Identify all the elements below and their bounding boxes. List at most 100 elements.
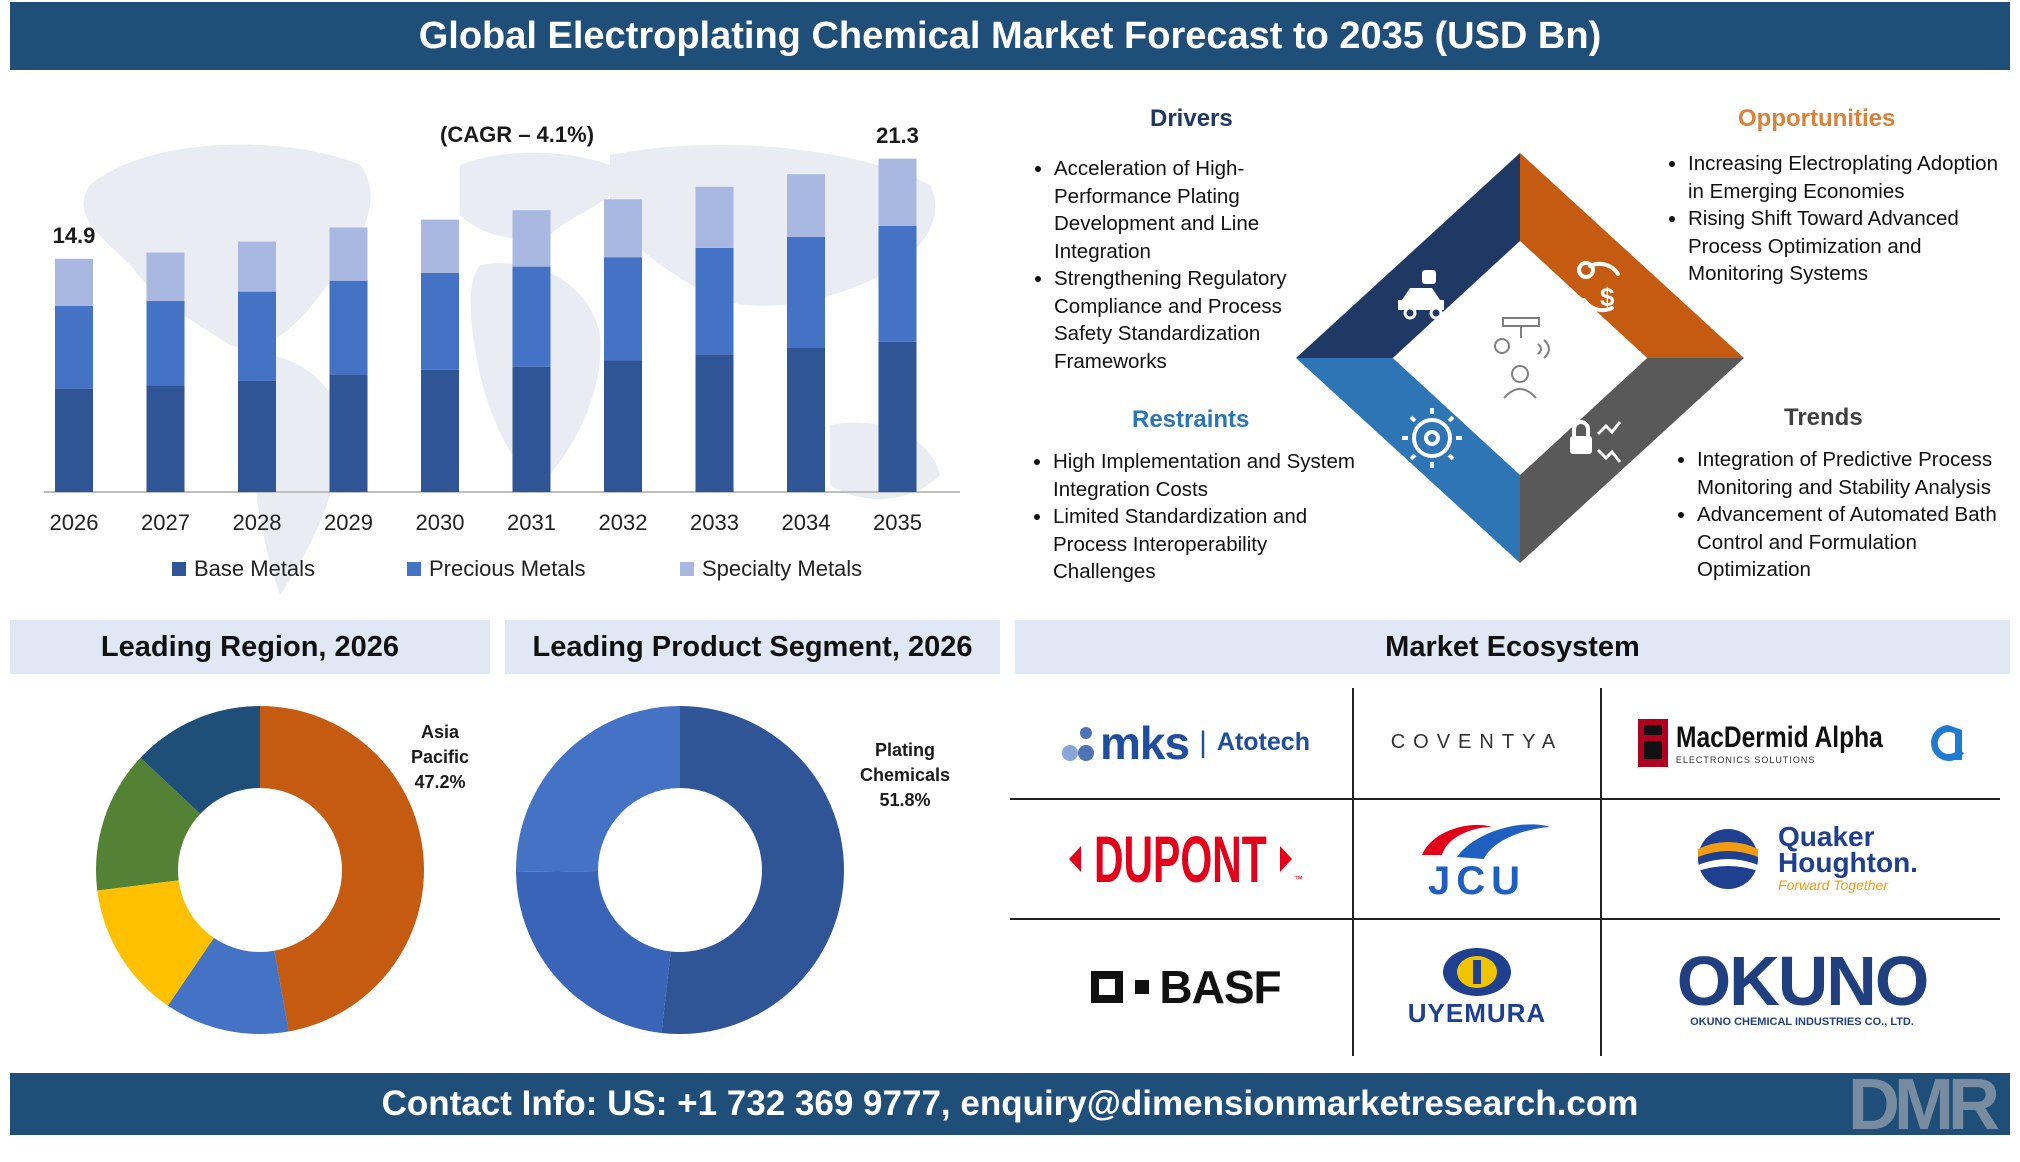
donut-slice-2: [516, 706, 680, 873]
macdermid-sub: ELECTRONICS SOLUTIONS: [1675, 754, 1816, 765]
basf-text: BASF: [1159, 961, 1281, 1013]
dupont-text: DUPONT: [1094, 822, 1267, 896]
logo-basf: BASF: [1020, 922, 1350, 1052]
legend-swatch: [680, 562, 694, 576]
okuno-sub: OKUNO CHEMICAL INDUSTRIES CO., LTD.: [1690, 1016, 1914, 1028]
list-item: High Implementation and System Integrati…: [1053, 448, 1363, 503]
macdermid-text: MacDermid Alpha: [1675, 720, 1883, 754]
bar-segment-base-metals-2026: [55, 388, 93, 492]
logo-mks-atotech: mks | Atotech: [1020, 690, 1350, 795]
donut-slice-4: [140, 706, 260, 814]
cagr-annotation: (CAGR – 4.1%): [440, 122, 595, 147]
x-tick-label: 2032: [598, 510, 648, 535]
legend-swatch: [172, 562, 186, 576]
dmr-watermark-logo: DMR: [1848, 1065, 2000, 1145]
callout-value: 51.8%: [879, 790, 931, 810]
x-tick-label: 2035: [873, 510, 922, 535]
list-item: Limited Standardization and Process Inte…: [1053, 503, 1363, 586]
x-tick-label: 2029: [324, 510, 373, 535]
dupont-tm: ™: [1293, 874, 1303, 884]
bar-segment-precious-metals-2033: [695, 247, 734, 355]
uyemura-text: UYEMURA: [1407, 997, 1547, 1028]
quaker-wave-icon: [1698, 829, 1759, 889]
region-donut-chart: [96, 706, 424, 1034]
region-callout: Asia Pacific 47.2%: [400, 720, 480, 795]
engineer-icon: [1494, 317, 1550, 399]
x-tick-label: 2026: [49, 510, 99, 535]
bar-segment-base-metals-2030: [421, 369, 459, 492]
bar-segment-specialty-metals-2029: [329, 227, 368, 281]
x-tick-label: 2033: [690, 510, 739, 535]
drivers-list: Acceleration of High-Performance Plating…: [1024, 155, 1344, 375]
bar-segment-precious-metals-2027: [146, 301, 185, 386]
basf-squares-icon: [1091, 971, 1150, 1003]
bar-segment-specialty-metals-2035: [878, 158, 917, 226]
legend-base-metals: Base Metals: [172, 556, 315, 582]
legend-specialty-metals: Specialty Metals: [680, 556, 862, 582]
alpha-swoosh-icon: [1931, 724, 1965, 761]
grid-divider: [1352, 688, 1354, 1056]
donut-slice-0: [661, 706, 845, 1034]
dupont-left-bracket: [1069, 846, 1082, 872]
legend-label: Specialty Metals: [702, 556, 863, 581]
bar-segment-base-metals-2032: [604, 360, 642, 492]
legend-swatch: [407, 562, 421, 576]
list-item: Strengthening Regulatory Compliance and …: [1054, 265, 1344, 375]
bar-segment-specialty-metals-2031: [512, 210, 551, 267]
list-item: Acceleration of High-Performance Plating…: [1054, 155, 1344, 265]
x-tick-label: 2031: [507, 510, 556, 535]
jcu-text: JCU: [1427, 858, 1527, 903]
okuno-text: OKUNO: [1676, 942, 1930, 1020]
bar-segment-precious-metals-2032: [604, 257, 642, 361]
legend-label: Base Metals: [194, 556, 316, 581]
bar-segment-specialty-metals-2032: [604, 199, 642, 258]
bar-segment-specialty-metals-2033: [695, 186, 734, 248]
lock-trend-icon: [1570, 420, 1622, 463]
bar-segment-base-metals-2027: [146, 385, 185, 492]
list-item: Increasing Electroplating Adoption in Em…: [1688, 150, 2008, 205]
stacked-bar-chart: [44, 158, 960, 493]
drivers-restraints-diamond: $: [1296, 153, 1744, 563]
uyemura-emblem-icon: [1443, 947, 1511, 996]
quaker-line1: Quaker: [1778, 821, 1875, 852]
dollar-exchange-icon: $: [1577, 261, 1620, 313]
bar-segment-base-metals-2035: [878, 341, 917, 492]
list-item: Rising Shift Toward Advanced Process Opt…: [1688, 205, 2008, 288]
bar-segment-precious-metals-2028: [238, 291, 276, 381]
bar-segment-precious-metals-2031: [512, 266, 551, 367]
bar-segment-base-metals-2029: [329, 374, 368, 492]
car-icon: [1398, 270, 1444, 320]
logo-dupont: DUPONT ™: [1020, 802, 1350, 916]
segment-donut-chart: [516, 706, 845, 1034]
bar-segment-precious-metals-2034: [787, 236, 825, 348]
callout-value: 47.2%: [414, 772, 466, 792]
grid-divider: [1600, 688, 1602, 1056]
bar-segment-base-metals-2033: [695, 354, 734, 492]
logo-macdermid-alpha: MacDermid Alpha ELECTRONICS SOLUTIONS: [1604, 690, 2000, 795]
x-tick-label: 2030: [415, 510, 465, 535]
quaker-line2: Houghton.: [1778, 847, 1918, 878]
legend-precious-metals: Precious Metals: [407, 556, 586, 582]
donut-slice-2: [97, 880, 214, 1006]
bar-segment-specialty-metals-2028: [238, 241, 276, 292]
list-item: Integration of Predictive Process Monito…: [1697, 446, 2017, 501]
leading-region-header: Leading Region, 2026: [10, 620, 490, 674]
bar-segment-specialty-metals-2034: [787, 174, 825, 237]
bar-segment-base-metals-2034: [787, 348, 825, 492]
market-ecosystem-header: Market Ecosystem: [1015, 620, 2010, 674]
page-title: Global Electroplating Chemical Market Fo…: [10, 2, 2010, 70]
coventya-text: COVENTYA: [1390, 731, 1564, 753]
bar-segment-specialty-metals-2030: [421, 219, 459, 273]
dupont-right-bracket: [1279, 846, 1292, 872]
contact-footer: Contact Info: US: +1 732 369 9777, enqui…: [10, 1073, 2010, 1135]
grid-divider: [1010, 918, 2000, 920]
gear-network-icon: [1402, 408, 1462, 468]
trends-title: Trends: [1784, 404, 1863, 431]
svg-text:$: $: [1600, 282, 1615, 312]
opportunities-title: Opportunities: [1738, 105, 1896, 132]
segment-callout: Plating Chemicals 51.8%: [855, 738, 955, 813]
data-label-2026: 14.9: [52, 222, 96, 248]
callout-label: Asia Pacific: [410, 722, 470, 767]
logo-jcu: JCU: [1356, 802, 1598, 916]
grid-divider: [1010, 798, 2000, 800]
